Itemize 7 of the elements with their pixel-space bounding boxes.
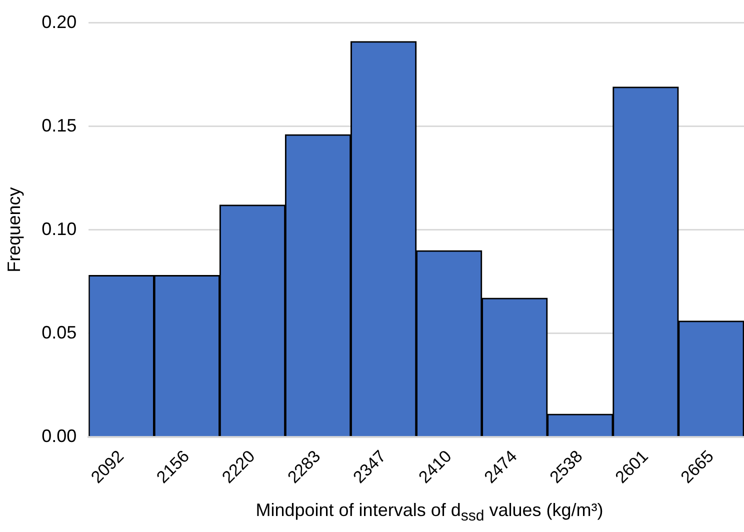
y-tick-label: 0.00 <box>42 426 77 446</box>
y-axis-title: Frequency <box>4 187 24 272</box>
y-tick-label: 0.15 <box>42 115 77 136</box>
y-tick-label: 0.10 <box>42 218 77 239</box>
x-axis-title: Mindpoint of intervals of d$_{ssd}$ values (kg/m³) <box>254 500 604 525</box>
y-tick-label: 0.20 <box>42 12 77 32</box>
y-tick-label: 0.05 <box>42 322 77 342</box>
